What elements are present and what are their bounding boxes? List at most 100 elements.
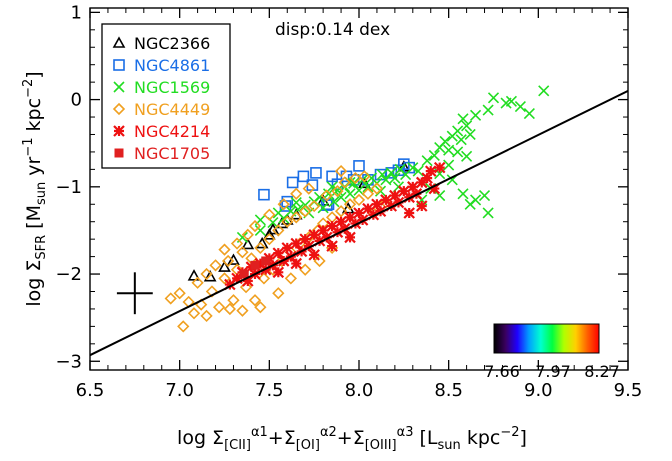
- error-bar: [116, 272, 153, 315]
- point-ngc4449-46: [223, 302, 237, 316]
- point-ngc1569-25: [385, 167, 397, 179]
- x-label-term2-sup: α2: [320, 425, 337, 440]
- point-ngc4449-36: [334, 205, 348, 218]
- point-ngc4214-6: [254, 257, 267, 270]
- point-ngc1569-46: [505, 95, 517, 107]
- point-ngc1569-34: [439, 135, 451, 148]
- legend-marker-ngc1569: [113, 81, 125, 93]
- y-label-unit-open: [M: [23, 205, 45, 229]
- point-ngc4449-56: [290, 187, 303, 200]
- point-ngc4449-40: [352, 193, 366, 207]
- point-ngc1569-56: [434, 189, 446, 202]
- point-ngc4861-3: [297, 170, 310, 183]
- point-ngc4449-3: [187, 307, 201, 320]
- point-ngc4214-52: [326, 240, 338, 252]
- x-label-unit-close: ]: [520, 427, 527, 449]
- point-ngc1569-42: [470, 109, 482, 121]
- point-ngc4449-17: [248, 294, 262, 307]
- point-ngc1569-11: [322, 188, 335, 200]
- point-ngc1569-35: [443, 144, 455, 156]
- point-ngc4449-24: [281, 215, 294, 228]
- point-ngc1569-66: [290, 196, 302, 209]
- point-ngc4214-18: [308, 229, 320, 241]
- point-ngc1569-52: [443, 159, 455, 171]
- point-ngc4214-31: [367, 208, 380, 221]
- y-label-unit-close: ]: [23, 71, 45, 78]
- x-tick-label: 7.5: [255, 380, 284, 401]
- point-ngc1569-59: [478, 189, 491, 202]
- x-label-term2-sub: [OI]: [296, 438, 320, 453]
- legend-label-ngc2366: NGC2366: [134, 34, 210, 53]
- point-ngc4449-10: [218, 272, 231, 285]
- colorbar: 7.66 7.97 8.27: [484, 323, 620, 381]
- y-label-unit-sub: sun: [34, 182, 49, 205]
- y-label-prefix: log Σ: [23, 260, 45, 307]
- legend-marker-ngc4861: [113, 59, 125, 71]
- point-ngc4214-37: [392, 196, 405, 209]
- legend-label-ngc1705: NGC1705: [134, 144, 210, 163]
- point-ngc1569-20: [362, 181, 374, 193]
- colorbar-label-mid: 7.97: [535, 362, 571, 381]
- point-ngc4449-26: [290, 211, 303, 224]
- point-ngc4214-1: [231, 272, 243, 285]
- legend-marker-ngc4449: [112, 102, 126, 116]
- point-ngc1569-47: [514, 101, 526, 113]
- point-ngc1569-69: [374, 185, 387, 197]
- point-ngc4214-30: [362, 202, 374, 215]
- y-tick-label: 1: [71, 2, 82, 23]
- point-ngc4449-44: [370, 182, 384, 195]
- point-ngc4214-32: [371, 198, 383, 211]
- point-ngc4214-50: [290, 257, 303, 270]
- point-ngc4449-14: [236, 246, 249, 259]
- point-ngc1569-44: [487, 92, 500, 104]
- y-label-sub: SFR: [34, 235, 49, 260]
- point-ngc1569-32: [428, 149, 440, 161]
- legend-marker-ngc1705: [114, 148, 124, 158]
- point-ngc2366-4: [241, 237, 255, 250]
- point-ngc4214-27: [349, 217, 362, 230]
- legend-marker-ngc4214: [113, 125, 125, 137]
- point-ngc4449-51: [284, 272, 297, 285]
- point-ngc4214-22: [326, 220, 338, 232]
- x-tick-label: 9.5: [614, 380, 643, 401]
- point-ngc4214-44: [424, 165, 437, 177]
- point-ngc1569-41: [457, 113, 469, 125]
- plot-layer: [90, 85, 628, 357]
- point-ngc4214-17: [303, 240, 315, 252]
- point-ngc1569-30: [412, 165, 424, 177]
- point-ngc1569-12: [328, 196, 340, 208]
- x-axis-label: log Σ[CII]α1+Σ[OI]α2+Σ[OIII]α3 [Lsun kpc…: [177, 425, 527, 453]
- point-ngc4449-50: [272, 287, 285, 300]
- point-ngc4214-29: [356, 214, 369, 226]
- point-ngc4214-47: [428, 182, 441, 195]
- point-ngc1569-60: [482, 207, 494, 219]
- colorbar-label-max: 8.27: [584, 362, 620, 381]
- point-ngc4449-19: [257, 272, 271, 285]
- point-ngc4214-33: [374, 205, 387, 218]
- y-axis-label-text: log ΣSFR [Msun yr−1 kpc−2]: [21, 71, 49, 306]
- point-ngc4449-33: [320, 189, 333, 202]
- y-tick-label: −2: [55, 264, 82, 285]
- point-ngc2366-0: [187, 269, 201, 281]
- x-label-unit-main: kpc: [461, 427, 501, 449]
- point-ngc4214-43: [421, 172, 433, 184]
- point-ngc1569-17: [348, 177, 360, 189]
- point-ngc4449-7: [205, 285, 219, 298]
- point-ngc4449-41: [358, 170, 371, 183]
- point-ngc1569-26: [389, 172, 401, 184]
- point-ngc4214-49: [272, 266, 285, 279]
- point-ngc4449-62: [248, 219, 262, 233]
- point-ngc4449-61: [241, 228, 254, 241]
- point-ngc1569-40: [464, 128, 476, 141]
- point-ngc1569-61: [464, 198, 476, 210]
- point-ngc4214-25: [338, 222, 351, 235]
- legend-frame: [101, 23, 231, 169]
- x-tick-label: 7.0: [165, 380, 194, 401]
- y-tick-label: 0: [71, 90, 82, 111]
- point-ngc1569-57: [457, 188, 469, 200]
- point-ngc4214-3: [242, 275, 254, 287]
- legend-marker-ngc2366: [112, 36, 126, 48]
- legend-label-ngc1569: NGC1569: [134, 78, 210, 97]
- point-ngc1569-14: [335, 191, 347, 203]
